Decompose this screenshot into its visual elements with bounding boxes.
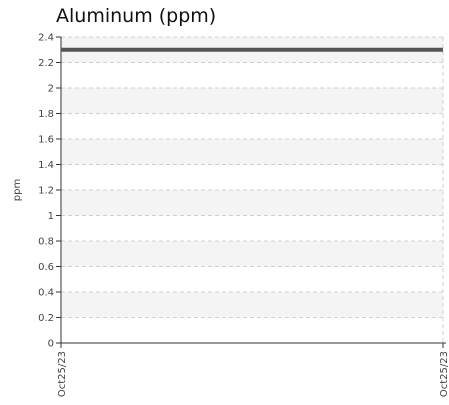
- y-tick-label: 0.2: [38, 313, 54, 324]
- y-tick-label: 0.6: [38, 262, 54, 273]
- chart-title: Aluminum (ppm): [56, 5, 217, 27]
- y-axis-label: ppm: [12, 179, 23, 201]
- plot-band: [61, 241, 443, 267]
- y-tick-label: 2.4: [38, 33, 54, 44]
- y-tick-label: 0.4: [38, 288, 54, 299]
- y-tick-label: 1.2: [38, 186, 54, 197]
- plot-band: [61, 139, 443, 165]
- y-tick-label: 1.8: [38, 109, 54, 120]
- y-tick-label: 0.8: [38, 237, 54, 248]
- y-tick-labels: 0 0.2 0.4 0.6 0.8 1 1.2 1.4 1.6 1.8 2 2.2 2.4: [38, 33, 54, 350]
- plot-band: [61, 190, 443, 216]
- axes: [56, 36, 446, 348]
- x-tick-label: Oct25/23: [57, 351, 68, 397]
- y-tick-label: 2.2: [38, 58, 54, 69]
- y-tick-label: 1.4: [38, 160, 54, 171]
- y-tick-label: 2: [48, 84, 54, 95]
- x-tick-label: Oct25/23: [439, 351, 449, 397]
- plot-bands: [61, 37, 443, 318]
- y-tick-label: 1: [48, 211, 54, 222]
- y-tick-label: 0: [48, 339, 54, 350]
- plot-band: [61, 292, 443, 318]
- plot-band: [61, 88, 443, 114]
- x-tick-labels: Oct25/23 Oct25/23: [57, 351, 449, 397]
- y-tick-label: 1.6: [38, 135, 54, 146]
